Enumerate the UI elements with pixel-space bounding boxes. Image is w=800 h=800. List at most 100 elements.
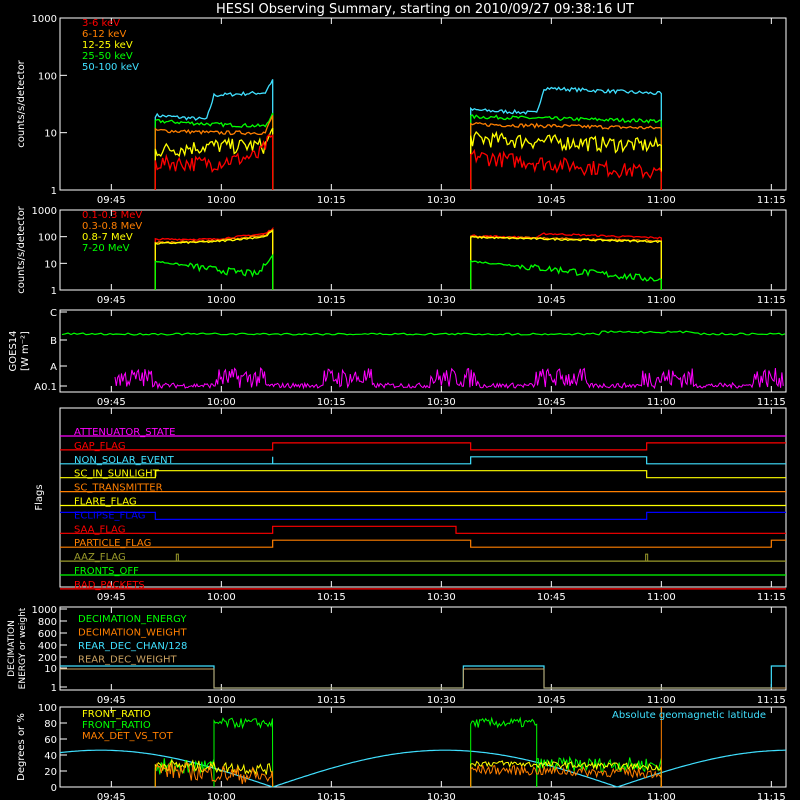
x-tick-label: 09:45 <box>97 195 126 206</box>
series-line <box>154 115 274 191</box>
flag-label: GAP_FLAG <box>74 441 126 452</box>
legend-entry: 0.1-0.3 MeV <box>82 210 142 221</box>
y-tick-label: 600 <box>38 629 57 640</box>
flag-trace <box>60 539 786 548</box>
flag-trace <box>60 456 786 465</box>
x-tick-label: 10:30 <box>427 592 456 603</box>
y-tick-label: 10 <box>44 259 57 270</box>
y-tick-label: B <box>50 336 57 347</box>
series-line <box>154 127 274 191</box>
flag-label: ECLIPSE_FLAG <box>74 510 145 521</box>
x-tick-label: 10:30 <box>427 295 456 306</box>
y-axis-label: Flags <box>34 484 45 510</box>
x-tick-label: 11:15 <box>757 695 786 706</box>
y-tick-label: 200 <box>38 653 57 664</box>
y-axis-label: Degrees or % <box>16 713 27 781</box>
legend-entry: 3-6 keV <box>82 18 120 29</box>
series-line <box>470 148 662 191</box>
x-tick-label: 10:00 <box>207 592 236 603</box>
series-line <box>470 232 662 291</box>
y-tick-label: 1 <box>51 683 57 694</box>
x-tick-label: 11:00 <box>647 397 676 408</box>
x-tick-label: 10:15 <box>317 397 346 408</box>
y-tick-label: 400 <box>38 641 57 652</box>
x-tick-label: 10:00 <box>207 397 236 408</box>
max-det-vs-tot <box>470 764 662 788</box>
goes-frame <box>59 309 787 393</box>
x-tick-label: 10:00 <box>207 295 236 306</box>
y-tick-label: 100 <box>38 233 57 244</box>
x-tick-label: 11:00 <box>647 592 676 603</box>
front-ratio-green <box>213 717 274 788</box>
x-tick-label: 10:15 <box>317 295 346 306</box>
x-tick-label: 10:30 <box>427 792 456 800</box>
x-tick-label: 09:45 <box>97 695 126 706</box>
flag-trace <box>60 470 786 479</box>
series-line <box>154 229 274 291</box>
series-line <box>470 130 662 191</box>
x-tick-label: 10:15 <box>317 792 346 800</box>
flag-label: BAD_PACKETS <box>74 580 145 591</box>
gamma-frame <box>59 209 787 291</box>
y-axis-label-2: ENERGY or weight <box>18 607 28 689</box>
front-ratio-yellow <box>470 760 662 788</box>
ratios-panel: 09:45 10:00 10:15 10:30 10:45 11:00 11:15 0 20 40… <box>16 703 787 800</box>
decimation-panel: 09:45 10:00 10:15 10:30 10:45 11:00 11:15 1 1020… <box>7 605 787 706</box>
y-tick-label: C <box>50 308 57 319</box>
flag-label: SC_IN_SUNLIGHT <box>74 469 160 480</box>
flag-label: NON_SOLAR_EVENT <box>74 455 175 466</box>
x-tick-label: 10:45 <box>537 592 566 603</box>
x-tick-label: 09:45 <box>97 792 126 800</box>
decimation-frame <box>59 606 787 691</box>
y-tick-label: A <box>50 362 57 373</box>
x-tick-label: 11:00 <box>647 195 676 206</box>
flag-label: ATTENUATOR_STATE <box>74 427 175 438</box>
y-tick-label: 100 <box>38 71 57 82</box>
series-line <box>154 133 274 191</box>
x-tick-label: 10:00 <box>207 792 236 800</box>
legend-entry: 25-50 keV <box>82 51 133 62</box>
xray-low-panel: 09:45 10:00 10:15 10:30 10:45 11:00 11:15 1 10 10… <box>16 14 787 206</box>
legend-entry: 7-20 MeV <box>82 243 130 254</box>
flag-label: SC_TRANSMITTER <box>74 483 163 494</box>
x-tick-label: 11:00 <box>647 695 676 706</box>
y-tick-label: 1 <box>51 186 57 197</box>
goes-panel: 09:45 10:00 10:15 10:30 10:45 11:00 11:15 A0.1 A… <box>8 308 787 408</box>
x-tick-label: 11:15 <box>757 397 786 408</box>
figure-title: HESSI Observing Summary, starting on 201… <box>216 2 634 17</box>
y-tick-label: 10 <box>44 664 57 675</box>
flag-label: SAA_FLAG <box>74 524 125 535</box>
series-line <box>154 226 274 291</box>
flag-trace <box>60 511 786 520</box>
x-tick-label: 10:45 <box>537 792 566 800</box>
x-tick-label: 10:00 <box>207 695 236 706</box>
y-tick-label: 1000 <box>32 206 57 217</box>
series-line <box>154 79 274 191</box>
front-ratio-green <box>536 755 662 788</box>
legend-entry: 0.8-7 MeV <box>82 232 133 243</box>
series-line <box>154 253 274 291</box>
y-tick-label: 80 <box>44 719 57 730</box>
series-line <box>470 114 662 191</box>
x-tick-label: 10:45 <box>537 195 566 206</box>
legend-entry: 12-25 keV <box>82 40 133 51</box>
x-tick-label: 09:45 <box>97 295 126 306</box>
legend-entry: DECIMATION_ENERGY <box>78 614 187 625</box>
gamma-panel: 09:45 10:00 10:15 10:30 10:45 11:00 11:15 1 10 10… <box>16 205 787 306</box>
front-ratio-green <box>470 716 538 787</box>
ratios-frame <box>59 706 787 788</box>
y-tick-label: 100 <box>38 703 57 714</box>
y-axis-label: counts/s/detector <box>16 59 27 147</box>
flag-label: FRONTS_OFF <box>74 566 139 577</box>
x-tick-label: 10:45 <box>537 295 566 306</box>
y-axis-label-units: [W m⁻²] <box>20 331 31 371</box>
legend-entry: FRONT_RATIO <box>82 709 151 720</box>
rear-dec-weight-trace <box>60 668 786 689</box>
y-tick-label: 20 <box>44 767 57 778</box>
y-tick-label: 1 <box>51 286 57 297</box>
goes-long-channel <box>61 330 786 336</box>
goes-short-channel <box>114 367 784 390</box>
legend-entry: MAX_DET_VS_TOT <box>82 731 174 742</box>
series-line <box>154 112 274 191</box>
x-tick-label: 11:00 <box>647 792 676 800</box>
